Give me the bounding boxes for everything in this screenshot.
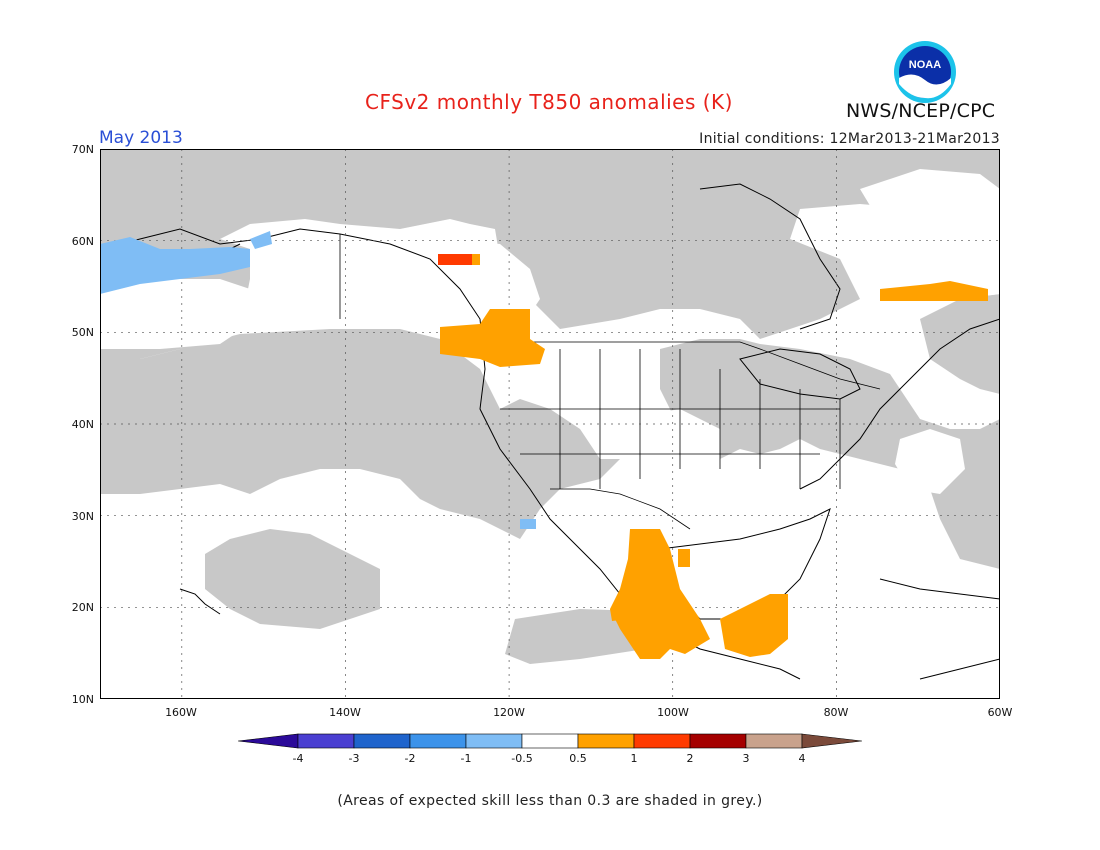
lon-label-160w: 160W bbox=[165, 706, 197, 719]
lon-label-80w: 80W bbox=[823, 706, 849, 719]
lat-label-20n: 20N bbox=[71, 601, 94, 614]
political-borders bbox=[339, 234, 881, 530]
lon-label-100w: 100W bbox=[657, 706, 689, 719]
warm-anomaly-central-america bbox=[720, 594, 788, 657]
cold-anomaly-alaska bbox=[100, 237, 250, 294]
period-label: May 2013 bbox=[99, 128, 183, 148]
legend-swatch bbox=[577, 733, 635, 749]
map-grid bbox=[100, 149, 1000, 699]
legend-arrow-low bbox=[238, 733, 299, 749]
anomaly-patches bbox=[100, 231, 988, 659]
cold-anomaly-baja bbox=[520, 519, 536, 529]
legend-swatch bbox=[465, 733, 523, 749]
initial-conditions-label: Initial conditions: 12Mar2013-21Mar2013 bbox=[699, 131, 1000, 147]
lat-label-60n: 60N bbox=[71, 235, 94, 248]
noaa-logo-icon: NOAA bbox=[894, 41, 956, 103]
legend-arrow-high bbox=[801, 733, 862, 749]
legend-swatch bbox=[353, 733, 411, 749]
legend-swatch bbox=[689, 733, 747, 749]
legend-label: 1 bbox=[630, 752, 638, 765]
legend-swatch bbox=[521, 733, 579, 749]
logo-text: NOAA bbox=[909, 59, 941, 71]
org-label: NWS/NCEP/CPC bbox=[846, 100, 996, 122]
lon-label-140w: 140W bbox=[329, 706, 361, 719]
legend-label: -3 bbox=[348, 752, 360, 765]
anomaly-map bbox=[100, 149, 1000, 699]
legend-label: 0.5 bbox=[569, 752, 587, 765]
legend-label: -1 bbox=[460, 752, 472, 765]
legend-swatch bbox=[633, 733, 691, 749]
legend-label: -4 bbox=[292, 752, 304, 765]
chart-title: CFSv2 monthly T850 anomalies (K) bbox=[365, 90, 733, 114]
lat-label-70n: 70N bbox=[71, 143, 94, 156]
lat-label-30n: 30N bbox=[71, 510, 94, 523]
lat-label-10n: 10N bbox=[71, 693, 94, 706]
legend-colorbar bbox=[238, 733, 862, 749]
skill-footnote: (Areas of expected skill less than 0.3 a… bbox=[337, 793, 763, 809]
lon-label-120w: 120W bbox=[493, 706, 525, 719]
warm-anomaly-red bbox=[438, 254, 472, 265]
legend-label: -2 bbox=[404, 752, 416, 765]
warm-anomaly-pnw bbox=[440, 309, 545, 367]
legend-swatch bbox=[745, 733, 803, 749]
cold-anomaly-gulf bbox=[250, 231, 272, 249]
low-skill-grey-region bbox=[100, 149, 1000, 664]
legend-swatch bbox=[409, 733, 467, 749]
lat-label-40n: 40N bbox=[71, 418, 94, 431]
legend-swatch bbox=[297, 733, 355, 749]
legend-label: 4 bbox=[798, 752, 806, 765]
warm-anomaly-mexico bbox=[610, 529, 710, 659]
legend-label: -0.5 bbox=[511, 752, 533, 765]
warm-anomaly-labrador bbox=[880, 281, 988, 301]
legend-label: 2 bbox=[686, 752, 694, 765]
legend-label: 3 bbox=[742, 752, 750, 765]
lat-label-50n: 50N bbox=[71, 326, 94, 339]
lon-label-60w: 60W bbox=[987, 706, 1013, 719]
